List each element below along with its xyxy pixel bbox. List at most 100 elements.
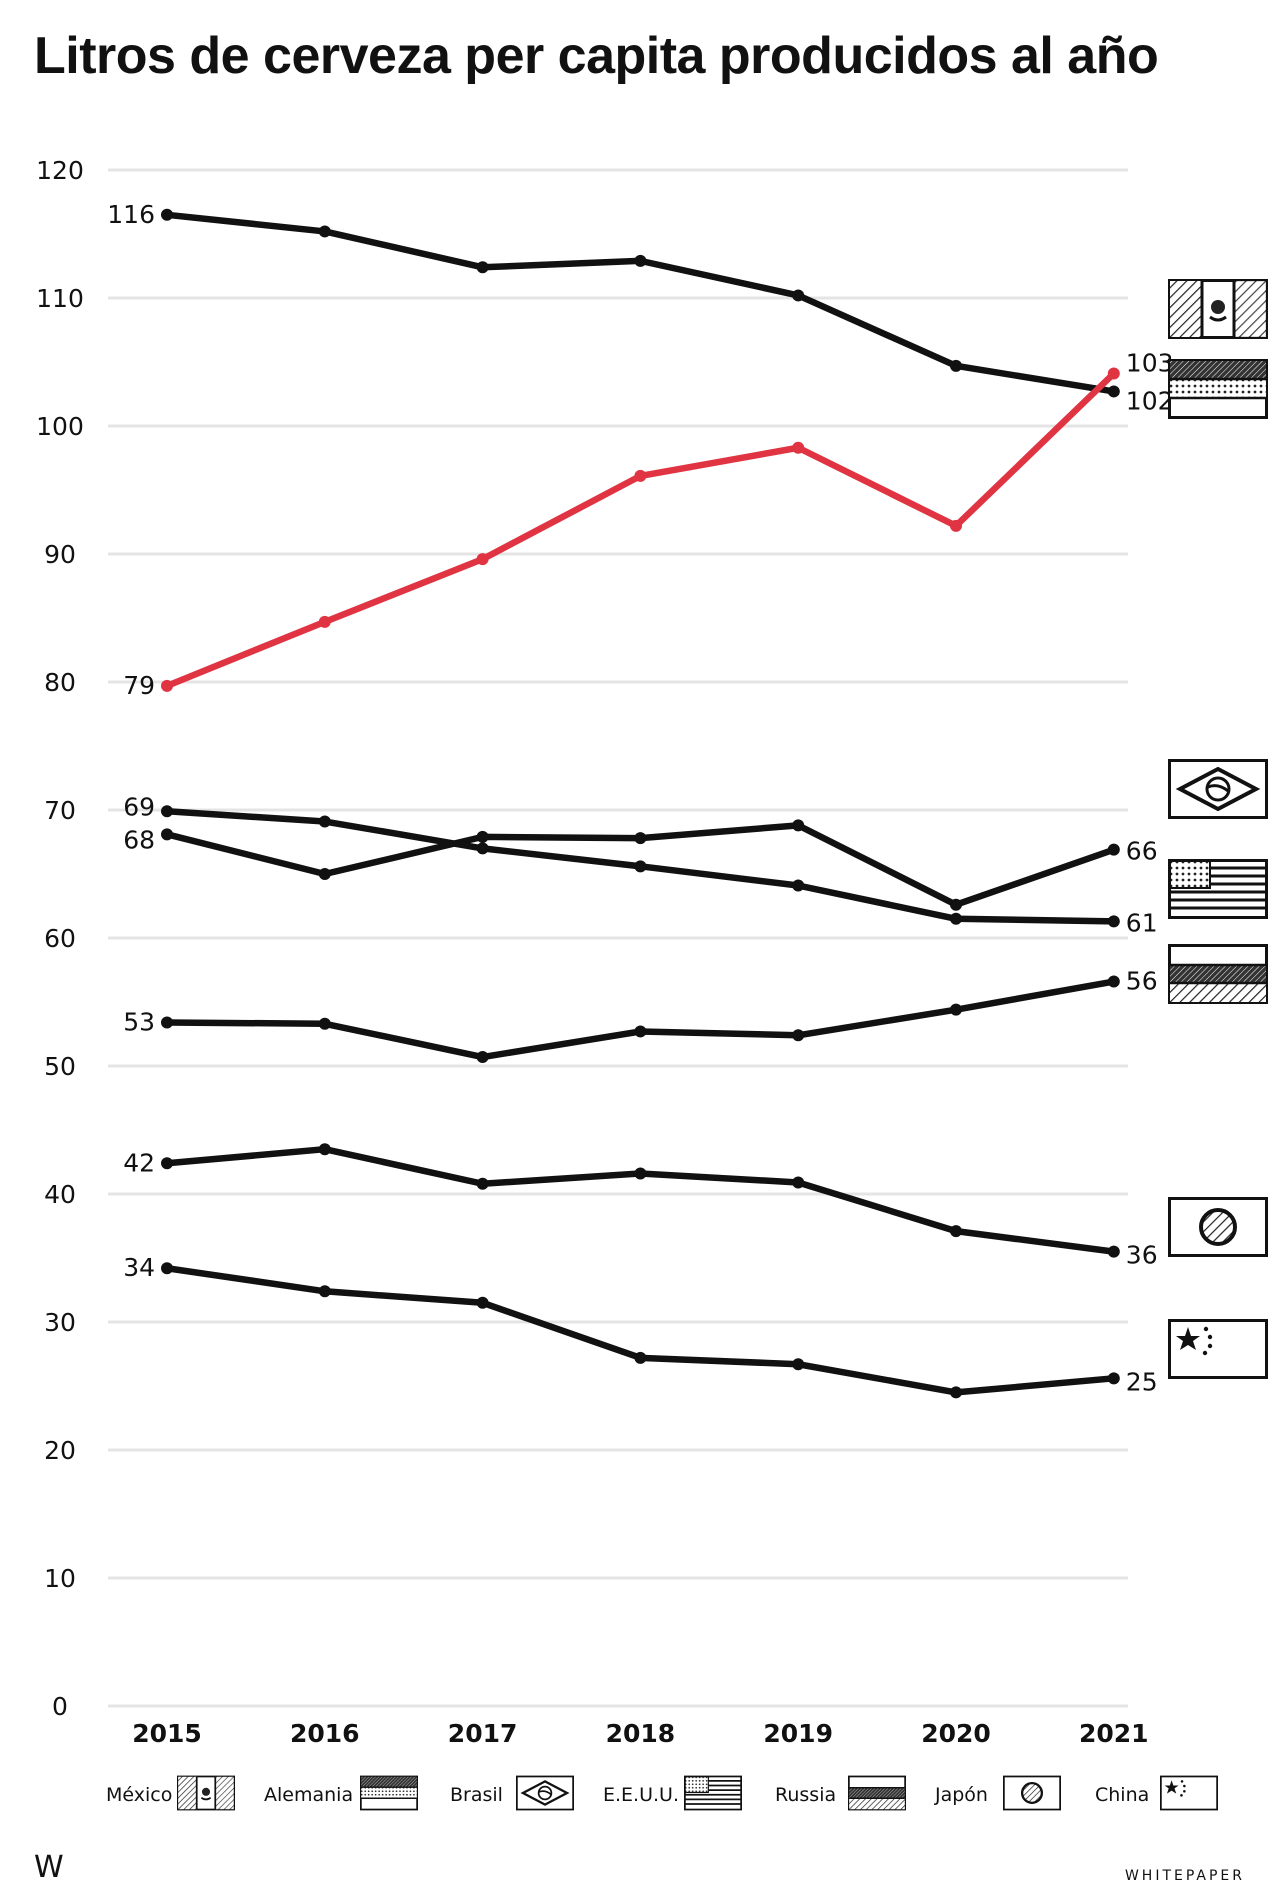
mexico-flag-icon <box>1168 278 1268 340</box>
data-point-mexico-2016 <box>318 615 331 628</box>
china-flag-icon <box>1168 1318 1268 1380</box>
data-point-germany-2019 <box>792 289 805 302</box>
y-tick-110: 110 <box>36 284 84 313</box>
end-label-usa: 61 <box>1126 908 1158 937</box>
end-label-brazil: 66 <box>1126 837 1158 866</box>
legend-label-japan: Japón <box>934 1784 988 1806</box>
data-point-mexico-2019 <box>792 441 805 454</box>
data-point-brazil-2020 <box>950 898 962 911</box>
data-point-brazil-2015 <box>161 828 173 841</box>
data-point-mexico-2020 <box>950 519 962 532</box>
series-line-china <box>163 1264 1118 1396</box>
end-label-mexico: 103 <box>1126 349 1174 378</box>
brazil-flag-icon <box>1170 761 1267 818</box>
data-point-japan-2017 <box>476 1177 489 1190</box>
brand-name: WHITEPAPER <box>1124 1868 1245 1884</box>
data-point-brazil-2017 <box>476 830 489 843</box>
y-tick-50: 50 <box>44 1052 76 1081</box>
data-point-china-2016 <box>318 1285 331 1298</box>
germany-flag-icon <box>1168 358 1268 420</box>
data-point-mexico-2018 <box>634 469 647 482</box>
legend-label-russia: Russia <box>775 1784 836 1806</box>
legend-china-flag-icon <box>1160 1775 1218 1811</box>
x-tick-2017: 2017 <box>448 1719 518 1748</box>
data-point-usa-2017 <box>476 842 489 855</box>
legend-russia-flag-icon <box>848 1775 906 1811</box>
data-point-russia-2017 <box>476 1051 489 1064</box>
y-tick-20: 20 <box>44 1436 76 1465</box>
series-line-mexico <box>163 370 1118 690</box>
start-label-russia: 53 <box>123 1007 155 1036</box>
data-point-mexico-2015 <box>161 679 173 692</box>
legend-label-brazil: Brasil <box>450 1784 503 1806</box>
series-line-germany <box>163 211 1118 395</box>
japan-flag-icon <box>1170 1199 1267 1256</box>
usa-flag-icon <box>1168 858 1268 920</box>
start-label-mexico: 79 <box>123 671 155 700</box>
data-point-brazil-2018 <box>634 832 647 845</box>
data-point-germany-2020 <box>950 359 962 372</box>
data-point-china-2015 <box>161 1262 173 1275</box>
x-tick-2016: 2016 <box>290 1719 360 1748</box>
data-point-china-2018 <box>634 1351 647 1364</box>
y-tick-0: 0 <box>52 1692 68 1721</box>
data-point-russia-2021 <box>1107 975 1120 988</box>
data-point-brazil-2016 <box>318 868 331 880</box>
data-point-china-2021 <box>1107 1372 1120 1385</box>
legend-japan-flag-icon <box>1003 1775 1061 1811</box>
end-label-japan: 36 <box>1126 1241 1158 1270</box>
data-point-japan-2021 <box>1107 1245 1120 1258</box>
data-point-usa-2019 <box>792 879 805 892</box>
start-label-usa: 69 <box>123 792 155 821</box>
y-tick-40: 40 <box>44 1180 76 1209</box>
y-tick-60: 60 <box>44 924 76 953</box>
data-point-china-2017 <box>476 1296 489 1309</box>
data-point-russia-2016 <box>318 1017 331 1030</box>
data-point-mexico-2021 <box>1107 367 1120 380</box>
logo-w: W <box>34 1850 64 1885</box>
data-point-russia-2015 <box>161 1016 173 1029</box>
data-point-germany-2015 <box>161 208 173 221</box>
data-point-brazil-2021 <box>1107 843 1120 856</box>
data-point-usa-2018 <box>634 860 647 873</box>
data-point-usa-2015 <box>161 805 173 818</box>
legend-usa-flag-icon <box>684 1775 742 1811</box>
start-label-japan: 42 <box>123 1148 155 1177</box>
data-point-japan-2016 <box>318 1143 331 1156</box>
y-tick-10: 10 <box>44 1564 76 1593</box>
data-point-japan-2015 <box>161 1157 173 1170</box>
data-point-russia-2019 <box>792 1029 805 1042</box>
data-point-japan-2018 <box>634 1167 647 1180</box>
x-tick-2021: 2021 <box>1079 1719 1149 1748</box>
data-point-mexico-2017 <box>476 553 489 566</box>
chart-title: Litros de cerveza per capita producidos … <box>34 27 1159 85</box>
legend-mexico-flag-icon <box>177 1775 235 1811</box>
legend-brazil-flag-icon <box>516 1775 574 1811</box>
data-point-germany-2018 <box>634 254 647 267</box>
data-point-russia-2020 <box>950 1003 962 1016</box>
series-line-japan <box>163 1145 1118 1255</box>
data-point-china-2020 <box>950 1386 962 1399</box>
y-tick-100: 100 <box>36 412 84 441</box>
legend-label-germany: Alemania <box>264 1784 353 1806</box>
start-label-brazil: 68 <box>123 825 155 854</box>
x-tick-2020: 2020 <box>921 1719 991 1748</box>
data-point-germany-2017 <box>476 261 489 274</box>
y-tick-80: 80 <box>44 668 76 697</box>
data-point-japan-2020 <box>950 1225 962 1238</box>
x-tick-2019: 2019 <box>763 1719 833 1748</box>
data-point-russia-2018 <box>634 1025 647 1038</box>
legend-germany-flag-icon <box>360 1775 418 1811</box>
y-tick-70: 70 <box>44 796 76 825</box>
data-point-germany-2021 <box>1107 385 1120 398</box>
data-point-usa-2021 <box>1107 915 1120 928</box>
data-point-japan-2019 <box>792 1176 805 1189</box>
legend-label-china: China <box>1095 1784 1149 1806</box>
start-label-germany: 116 <box>107 200 155 229</box>
data-point-germany-2016 <box>318 225 331 238</box>
russia-flag-icon <box>1168 943 1268 1005</box>
y-tick-30: 30 <box>44 1308 76 1337</box>
end-label-germany: 102 <box>1126 386 1174 415</box>
series-line-russia <box>163 978 1118 1061</box>
